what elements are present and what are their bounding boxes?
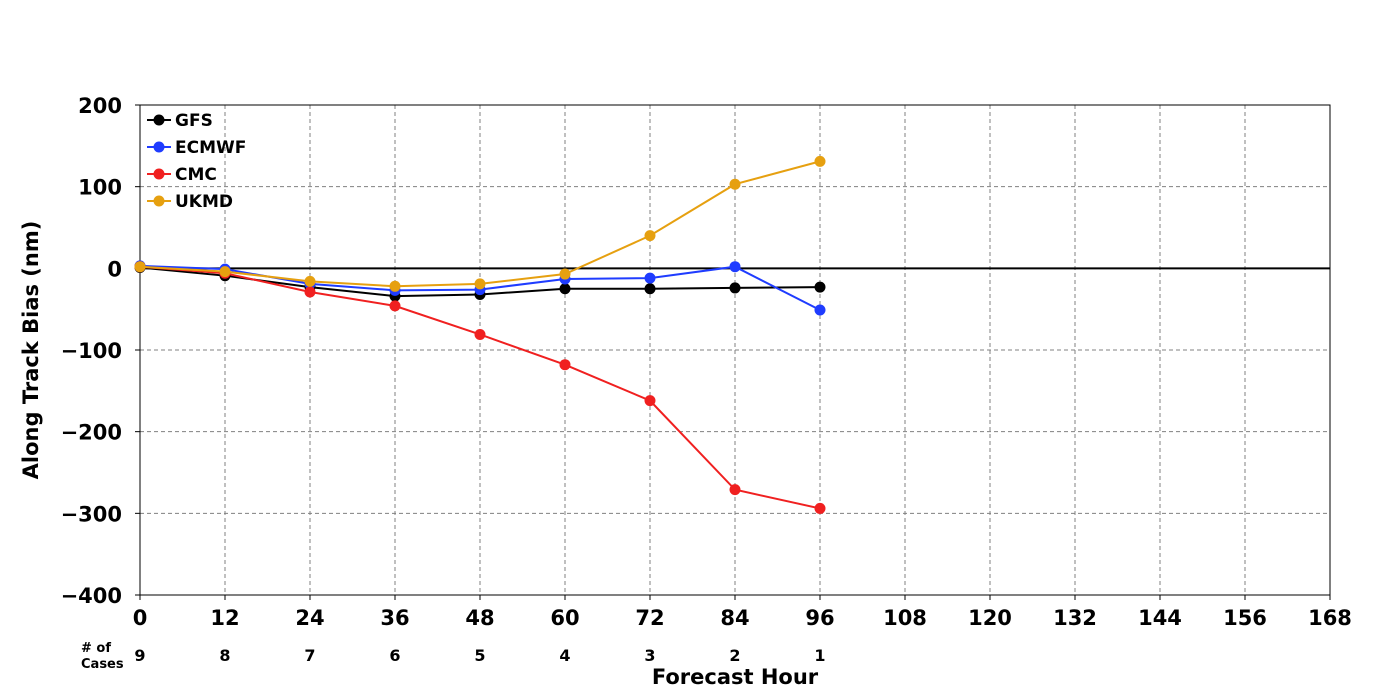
x-tick-label: 156 xyxy=(1223,606,1267,630)
x-tick-label: 84 xyxy=(720,606,749,630)
x-tick-label: 48 xyxy=(465,606,494,630)
data-point-ukmd xyxy=(474,278,486,290)
legend-label-ukmd: UKMD xyxy=(175,192,233,212)
y-axis-title: Along Track Bias (nm) xyxy=(19,221,43,480)
axes: 0 12 24 36 48 60 72 84 96 108 120 132 144 156 16820010… xyxy=(61,94,1352,665)
case-count: 6 xyxy=(389,646,400,665)
x-tick-label: 60 xyxy=(550,606,579,630)
x-tick-label: 96 xyxy=(805,606,834,630)
legend: GFS ECMWF CMC UKMD xyxy=(147,111,246,212)
y-tick-label: 200 xyxy=(78,94,122,118)
data-point-ukmd xyxy=(729,178,741,190)
data-point-gfs xyxy=(559,283,571,295)
x-tick-label: 144 xyxy=(1138,606,1182,630)
case-count: 7 xyxy=(304,646,315,665)
legend-label-gfs: GFS xyxy=(175,111,213,131)
data-point-ukmd xyxy=(644,230,656,242)
data-point-ukmd xyxy=(814,155,826,167)
data-point-cmc xyxy=(814,502,826,514)
y-tick-label: −200 xyxy=(61,421,122,445)
cases-label-line2: Cases xyxy=(81,657,124,672)
case-count: 1 xyxy=(814,646,825,665)
grid xyxy=(140,105,1330,595)
x-tick-label: 12 xyxy=(210,606,239,630)
case-count: 2 xyxy=(729,646,740,665)
data-point-cmc xyxy=(474,328,486,340)
data-point-ukmd xyxy=(134,261,146,273)
case-count: 5 xyxy=(474,646,485,665)
cases-label-line1: # of xyxy=(81,641,111,656)
case-count: 8 xyxy=(219,646,230,665)
data-point-cmc xyxy=(304,286,316,298)
y-tick-label: 0 xyxy=(107,257,122,281)
x-tick-label: 120 xyxy=(968,606,1012,630)
x-axis-title: Forecast Hour xyxy=(652,665,819,689)
data-point-ecmwf xyxy=(644,272,656,284)
data-point-cmc xyxy=(389,300,401,312)
labels: Along Track Bias (nm) Forecast Hour # of… xyxy=(19,221,819,689)
data-point-ukmd xyxy=(389,280,401,292)
legend-marker-gfs xyxy=(153,114,165,126)
case-count: 4 xyxy=(559,646,570,665)
y-tick-label: −300 xyxy=(61,502,122,526)
x-tick-label: 72 xyxy=(635,606,664,630)
series-layer xyxy=(134,155,826,514)
data-point-ukmd xyxy=(219,266,231,278)
case-count: 9 xyxy=(134,646,145,665)
data-point-cmc xyxy=(644,395,656,407)
x-tick-label: 168 xyxy=(1308,606,1352,630)
legend-label-cmc: CMC xyxy=(175,165,217,185)
x-tick-label: 36 xyxy=(380,606,409,630)
case-count: 3 xyxy=(644,646,655,665)
data-point-ecmwf xyxy=(729,261,741,273)
x-tick-label: 108 xyxy=(883,606,927,630)
legend-label-ecmwf: ECMWF xyxy=(175,138,246,158)
data-point-ukmd xyxy=(559,268,571,280)
x-tick-label: 132 xyxy=(1053,606,1097,630)
legend-marker-cmc xyxy=(153,168,165,180)
y-tick-label: 100 xyxy=(78,176,122,200)
y-tick-label: −400 xyxy=(61,584,122,608)
x-tick-label: 24 xyxy=(295,606,324,630)
data-point-ecmwf xyxy=(814,304,826,316)
data-point-gfs xyxy=(644,283,656,295)
data-point-gfs xyxy=(729,282,741,294)
data-point-cmc xyxy=(559,359,571,371)
data-point-gfs xyxy=(814,281,826,293)
data-point-cmc xyxy=(729,484,741,496)
data-point-ukmd xyxy=(304,275,316,287)
x-tick-label: 0 xyxy=(133,606,148,630)
legend-marker-ecmwf xyxy=(153,141,165,153)
legend-marker-ukmd xyxy=(153,195,165,207)
y-tick-label: −100 xyxy=(61,339,122,363)
